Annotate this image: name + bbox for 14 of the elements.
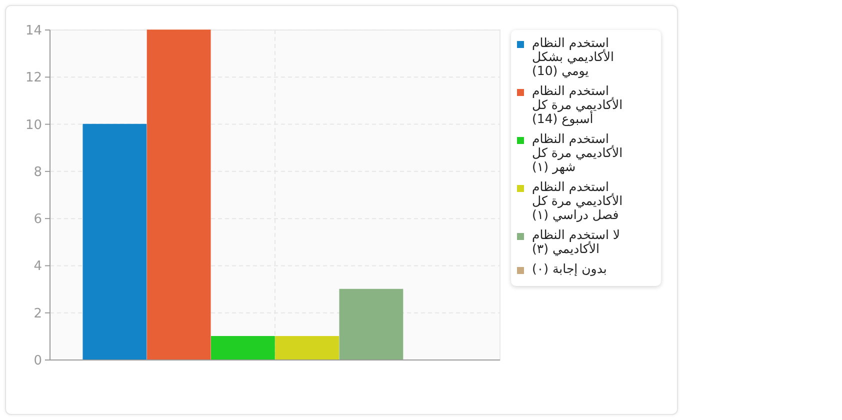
legend-label: بدون إجابة (٠)	[532, 261, 608, 276]
y-tick-label: 12	[25, 70, 42, 86]
y-tick-label: 0	[34, 354, 42, 368]
legend-label: استخدم النظام الأكاديمي بشكل يومي (10)	[532, 35, 616, 78]
y-tick-label: 6	[34, 212, 42, 228]
legend-label: لا استخدم النظام الأكاديمي (٣)	[532, 227, 622, 256]
y-tick-label: 14	[25, 24, 42, 38]
legend-label: استخدم النظام الأكاديمي مرة كل أسبوع (14)	[532, 83, 624, 126]
legend-label: استخدم النظام الأكاديمي مرة كل فصل دراسي (١)	[532, 179, 624, 222]
y-tick-label: 10	[25, 118, 42, 133]
y-tick-label: 8	[34, 164, 42, 180]
y-tick-label: 4	[34, 259, 42, 274]
legend-label: استخدم النظام الأكاديمي مرة كل شهر (١)	[532, 131, 624, 174]
y-tick-label: 2	[34, 306, 42, 322]
